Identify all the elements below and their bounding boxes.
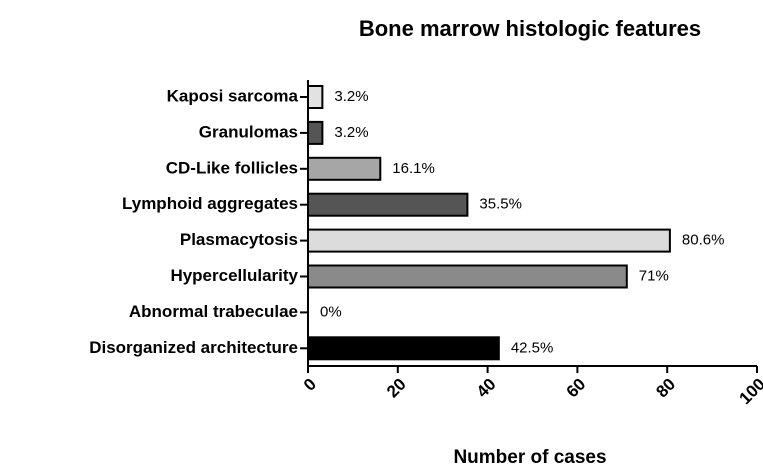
chart-title: Bone marrow histologic features <box>359 16 701 41</box>
bar <box>307 156 382 181</box>
data-label: 42.5% <box>511 339 554 356</box>
y-tick-label: Abnormal trabeculae <box>129 302 298 321</box>
y-tick-label: CD-Like follicles <box>166 158 298 177</box>
x-tick-label: 60 <box>563 375 590 402</box>
y-tick-label: Granulomas <box>199 122 298 141</box>
bar <box>307 228 671 253</box>
bar <box>307 336 500 361</box>
bar <box>307 264 628 289</box>
bar <box>307 85 324 109</box>
data-label: 80.6% <box>682 232 725 249</box>
data-label: 3.2% <box>334 88 368 105</box>
x-tick-label: 80 <box>652 375 679 402</box>
x-tick-label: 20 <box>383 375 410 402</box>
data-label: 35.5% <box>479 196 522 213</box>
y-tick-label: Plasmacytosis <box>180 230 298 249</box>
y-tick-label: Kaposi sarcoma <box>167 86 299 105</box>
x-axis-label: Number of cases <box>453 447 606 468</box>
bar <box>307 192 469 217</box>
y-tick-label: Hypercellularity <box>170 266 298 285</box>
y-tick-label: Disorganized architecture <box>89 338 298 357</box>
data-label: 71% <box>639 267 669 284</box>
x-tick-label: 100 <box>736 375 763 408</box>
y-tick-label: Lymphoid aggregates <box>122 194 298 213</box>
data-label: 16.1% <box>392 160 435 177</box>
data-label: 3.2% <box>334 124 368 141</box>
bar <box>307 120 324 145</box>
x-tick-label: 0 <box>300 375 320 395</box>
x-tick-label: 40 <box>473 375 500 402</box>
data-label: 0% <box>320 303 342 320</box>
